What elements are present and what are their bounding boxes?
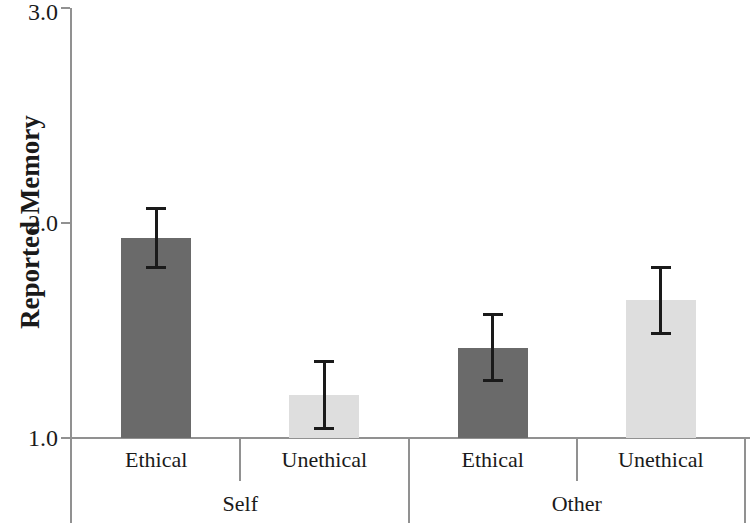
- error-bar-cap-top: [651, 266, 671, 269]
- error-bar-line: [323, 361, 326, 430]
- y-tick-label: 1.0: [0, 425, 58, 451]
- y-tick-label: 3.0: [0, 0, 58, 25]
- error-bar-cap-top: [314, 360, 334, 363]
- y-tick: [61, 7, 70, 9]
- x-label-unethical: Unethical: [577, 438, 745, 481]
- group-label-self: Self: [140, 492, 340, 516]
- error-bar-line: [659, 267, 662, 334]
- cell-divider-line: [239, 438, 241, 481]
- x-label-ethical: Ethical: [72, 438, 240, 481]
- y-tick: [61, 222, 70, 224]
- error-bar-cap-bottom: [146, 266, 166, 269]
- x-label-unethical: Unethical: [240, 438, 408, 481]
- group-divider-line: [408, 438, 410, 523]
- group-label-other: Other: [477, 492, 677, 516]
- error-bar-line: [155, 208, 158, 268]
- error-bar-cap-top: [146, 207, 166, 210]
- error-bar-line: [491, 314, 494, 381]
- y-tick: [61, 437, 70, 439]
- x-label-ethical: Ethical: [409, 438, 577, 481]
- cell-divider-line: [576, 438, 578, 481]
- error-bar-cap-top: [483, 313, 503, 316]
- bar-chart-figure: Reported Memory 3.02.01.0 EthicalUnethic…: [0, 0, 750, 523]
- error-bar-cap-bottom: [483, 379, 503, 382]
- table-right-border: [744, 438, 746, 523]
- error-bar-cap-bottom: [651, 332, 671, 335]
- error-bar-cap-bottom: [314, 427, 334, 430]
- y-tick-label: 2.0: [0, 210, 58, 236]
